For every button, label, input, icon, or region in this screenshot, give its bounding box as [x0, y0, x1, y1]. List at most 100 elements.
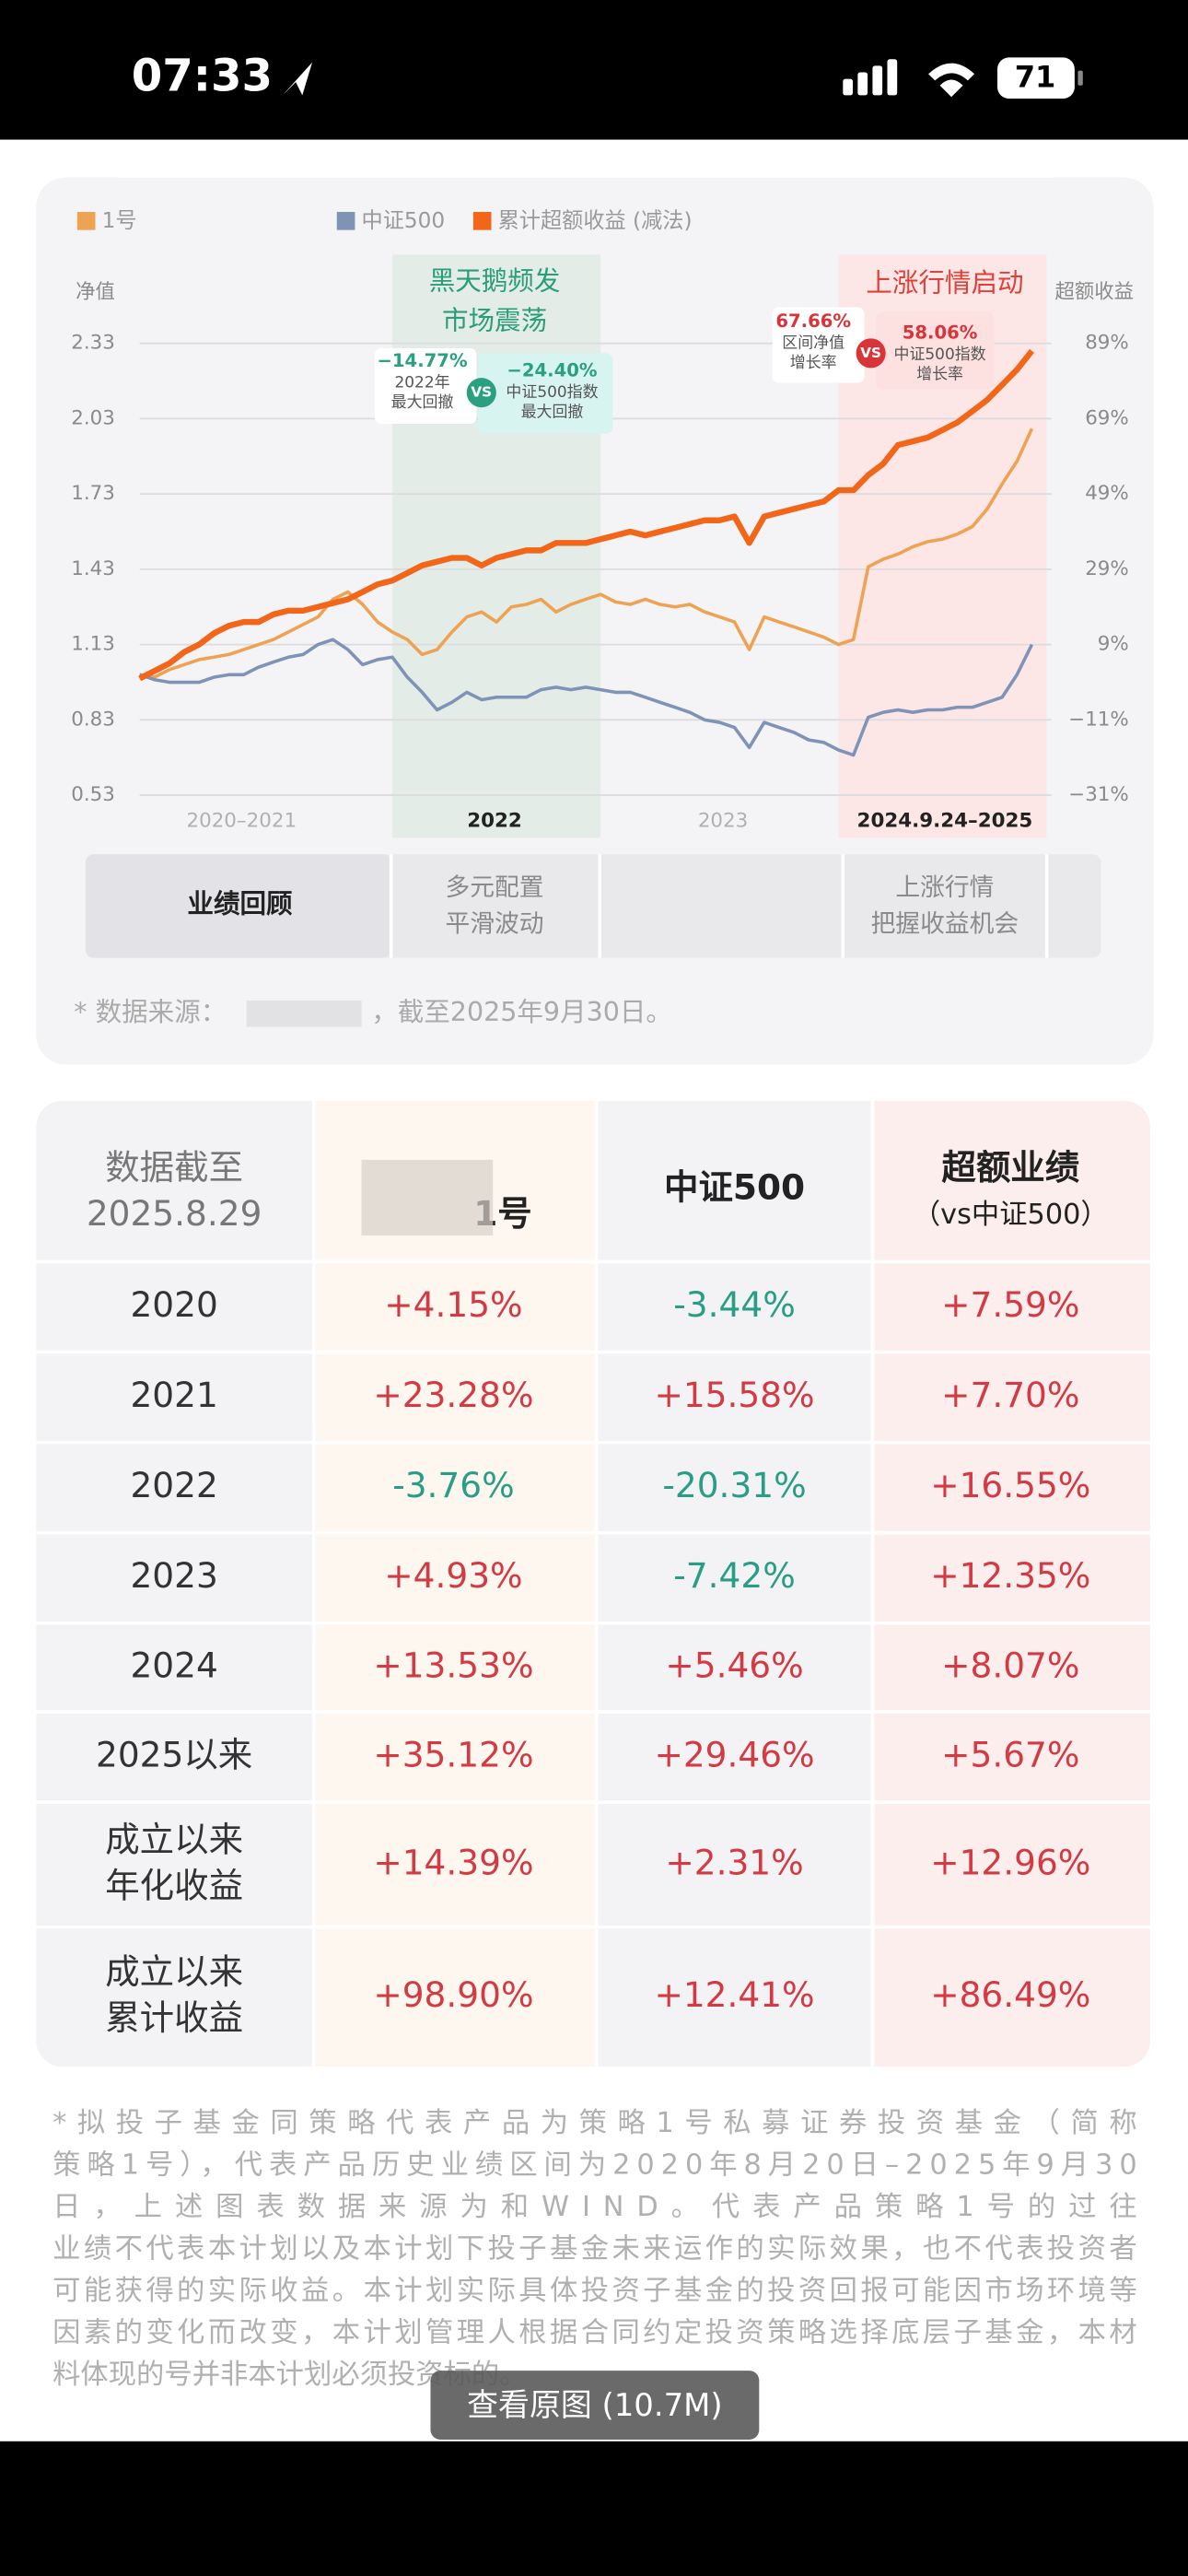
footnote-line: 可能获得的实际收益。本计划实际具体投资子基金的投资回报可能因市场环境等	[52, 2275, 1137, 2307]
row-label: 成立以来	[105, 1951, 243, 1992]
series-line	[139, 638, 1034, 757]
period-label: 2023	[698, 810, 748, 833]
callout-box	[875, 311, 995, 390]
cell-value: +29.46%	[654, 1735, 814, 1775]
period-label: 2024.9.24–2025	[857, 810, 1033, 833]
y2-tick-label: 69%	[1085, 406, 1129, 429]
cell-value: +14.39%	[373, 1842, 533, 1882]
status-bar	[0, 0, 1188, 140]
row-label: 成立以来	[105, 1819, 243, 1859]
bottom-bar	[0, 2441, 1188, 2576]
y2-tick-label: 29%	[1085, 557, 1129, 580]
signal-icon	[843, 59, 898, 96]
y2-tick-label: 9%	[1098, 633, 1129, 656]
y-tick-label: 1.73	[71, 482, 115, 505]
legend-swatch	[336, 212, 355, 230]
cell-value: -7.42%	[673, 1555, 795, 1596]
callout-label: 增长率	[790, 353, 837, 371]
phase-label: 把握收益机会	[871, 909, 1019, 938]
vs-label: VS	[860, 345, 881, 361]
callout-box	[772, 307, 865, 383]
header-label: 数据截至	[105, 1147, 243, 1188]
y-tick-label: 1.13	[71, 633, 115, 656]
header-label: 超额业绩	[941, 1147, 1079, 1188]
footnote-line: *拟投子基金同策略代表产品为策略1号私募证券投资基金（简称	[52, 2107, 1137, 2139]
legend-label: 中证500	[362, 208, 446, 233]
annotation: 市场震荡	[442, 306, 547, 336]
callout-label: 中证500指数	[894, 345, 986, 363]
view-original-button[interactable]	[430, 2371, 760, 2440]
header-label: （vs中证500）	[913, 1199, 1109, 1231]
y-tick-label: 2.33	[71, 332, 115, 355]
phase-cell	[85, 854, 391, 958]
period-label: 2020–2021	[186, 810, 297, 833]
series-line	[139, 427, 1034, 679]
callout-label: 中证500指数	[506, 382, 598, 401]
cell-value: +5.67%	[941, 1735, 1079, 1775]
callout-value: −24.40%	[507, 359, 597, 381]
wifi-icon	[928, 63, 975, 98]
legend-label: 累计超额收益 (减法)	[498, 208, 693, 233]
button-label[interactable]: 查看原图 (10.7M)	[467, 2387, 722, 2423]
cell-value: +7.70%	[941, 1375, 1079, 1415]
cell-value: +12.41%	[654, 1974, 814, 2015]
cell-value: -3.76%	[392, 1465, 514, 1505]
cell-value: +98.90%	[373, 1974, 533, 2015]
cell-value: +86.49%	[930, 1974, 1090, 2015]
phase-label: 平滑波动	[446, 909, 544, 938]
row-label: 2024	[130, 1645, 217, 1685]
callout-value: −14.77%	[377, 350, 467, 371]
battery-tip	[1077, 70, 1083, 86]
y-tick-label: 0.83	[71, 708, 115, 731]
y-tick-label: 1.43	[71, 557, 115, 580]
phase-label: 业绩回顾	[187, 889, 292, 919]
y2-tick-label: −31%	[1068, 783, 1128, 806]
header-label: 中证500	[664, 1167, 805, 1208]
redaction	[246, 1000, 362, 1027]
y2-axis-title: 超额收益	[1054, 280, 1134, 303]
phase-dividers	[389, 854, 1049, 958]
cell-value: +16.55%	[930, 1465, 1090, 1505]
y2-tick-label: 49%	[1085, 482, 1129, 505]
cell-value: +12.96%	[930, 1842, 1090, 1882]
period-label: 2022	[467, 810, 522, 833]
cell-value: +4.15%	[384, 1284, 522, 1325]
vs-badge	[466, 378, 496, 408]
callout-box	[374, 348, 477, 425]
cell-value: +2.31%	[665, 1842, 803, 1882]
battery-level: 71	[1015, 60, 1056, 95]
cell-value: -3.44%	[673, 1284, 795, 1325]
footnote-line: 因素的变化而改变，本计划管理人根据合同约定投资策略选择底层子基金，本材	[52, 2316, 1137, 2348]
y2-tick-label: 89%	[1085, 332, 1129, 355]
source-date: ，截至2025年9月30日。	[371, 997, 672, 1027]
cell-value: +5.46%	[665, 1645, 803, 1685]
annotation: 上涨行情启动	[866, 267, 1023, 298]
row-label: 2021	[130, 1375, 217, 1415]
vs-badge	[856, 338, 886, 369]
cell-value: +12.35%	[930, 1555, 1090, 1596]
redaction	[361, 1159, 494, 1235]
cell-value: +23.28%	[373, 1375, 533, 1415]
phase-label: 多元配置	[446, 873, 544, 902]
cell-value: +35.12%	[373, 1735, 533, 1775]
callout-label: 2022年	[395, 372, 450, 391]
cell-value: -20.31%	[662, 1465, 806, 1505]
legend-swatch	[472, 212, 492, 230]
legend-label: 1号	[102, 208, 137, 233]
clock: 07:33	[132, 51, 273, 102]
annotation: 黑天鹅频发	[429, 266, 561, 297]
footnote-line: 业绩不代表本计划以及本计划下投子基金未来运作的实际效果，也不代表投资者	[52, 2233, 1137, 2266]
vs-label: VS	[471, 384, 492, 401]
callout-box	[478, 353, 613, 434]
cell-value: +15.58%	[654, 1375, 814, 1415]
location-icon	[282, 62, 313, 96]
cell-value: +8.07%	[941, 1645, 1079, 1685]
chart: 0.53 0.83 1.13 1.43 1.73 2.03 2.33 −31% −11% 9% 29…	[71, 208, 1134, 838]
row-label: 累计收益	[105, 1997, 243, 2038]
series-line	[138, 348, 1035, 682]
cell-value: +13.53%	[373, 1645, 533, 1685]
callout-value: 67.66%	[775, 310, 851, 332]
